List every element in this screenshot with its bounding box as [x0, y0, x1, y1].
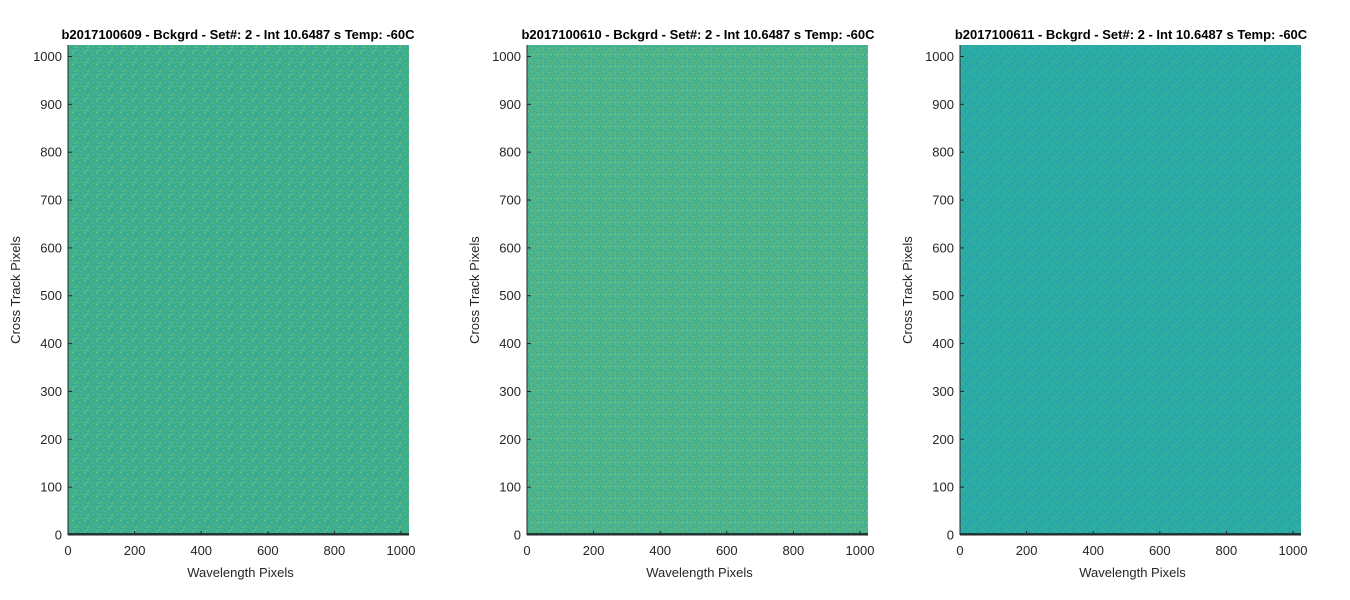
y-tick-label: 500 [40, 288, 62, 303]
y-tick-label: 700 [499, 193, 521, 208]
y-tick-label: 800 [932, 145, 954, 160]
x-tick-label: 200 [1016, 543, 1038, 558]
y-tick-label: 900 [499, 97, 521, 112]
x-tick-label: 200 [124, 543, 146, 558]
x-tick-label: 800 [783, 543, 805, 558]
y-tick-label: 200 [40, 432, 62, 447]
y-tick-label: 0 [947, 528, 954, 543]
y-tick-label: 600 [40, 240, 62, 255]
chart-title: b2017100610 - Bckgrd - Set#: 2 - Int 10.… [521, 27, 875, 42]
heatmap-image [960, 45, 1301, 535]
x-tick-label: 0 [64, 543, 71, 558]
x-axis-label: Wavelength Pixels [187, 565, 294, 580]
x-tick-label: 800 [324, 543, 346, 558]
heatmap-panel-1: 0 100 200 300 400 500 600 700 800 900 1000 0 200 400 6… [8, 27, 415, 580]
x-tick-label: 0 [956, 543, 963, 558]
y-tick-label: 1000 [33, 49, 62, 64]
y-tick-label: 400 [40, 336, 62, 351]
x-tick-label: 400 [649, 543, 671, 558]
y-tick-label: 700 [932, 193, 954, 208]
chart-title: b2017100609 - Bckgrd - Set#: 2 - Int 10.… [61, 27, 415, 42]
y-tick-label: 900 [932, 97, 954, 112]
y-tick-label: 500 [932, 288, 954, 303]
y-tick-label: 0 [514, 528, 521, 543]
y-tick-label: 0 [55, 528, 62, 543]
x-tick-label: 400 [190, 543, 212, 558]
x-tick-label: 1000 [387, 543, 416, 558]
x-tick-label: 0 [523, 543, 530, 558]
chart-title: b2017100611 - Bckgrd - Set#: 2 - Int 10.… [955, 27, 1308, 42]
y-tick-label: 1000 [925, 49, 954, 64]
y-tick-label: 400 [499, 336, 521, 351]
y-tick-label: 100 [499, 480, 521, 495]
y-tick-label: 200 [499, 432, 521, 447]
y-tick-label: 100 [932, 480, 954, 495]
x-tick-label: 600 [1149, 543, 1171, 558]
y-tick-label: 400 [932, 336, 954, 351]
x-tick-label: 400 [1082, 543, 1104, 558]
y-tick-label: 100 [40, 480, 62, 495]
heatmap-panel-2: 0 100 200 300 400 500 600 700 800 900 1000 0 200 400 6… [467, 27, 875, 580]
y-tick-label: 800 [499, 145, 521, 160]
x-axis-label: Wavelength Pixels [646, 565, 753, 580]
y-tick-label: 300 [932, 384, 954, 399]
x-tick-label: 800 [1216, 543, 1238, 558]
x-tick-label: 600 [716, 543, 738, 558]
y-tick-label: 800 [40, 145, 62, 160]
heatmap-image [527, 45, 868, 535]
y-tick-label: 900 [40, 97, 62, 112]
y-tick-label: 200 [932, 432, 954, 447]
x-tick-label: 200 [583, 543, 605, 558]
heatmap-bottom-row [527, 533, 868, 535]
y-axis-label: Cross Track Pixels [467, 236, 482, 344]
y-tick-label: 1000 [492, 49, 521, 64]
y-tick-label: 500 [499, 288, 521, 303]
heatmap-panel-3: 0 100 200 300 400 500 600 700 800 900 1000 0 200 400 6… [900, 27, 1308, 580]
y-tick-label: 300 [499, 384, 521, 399]
heatmap-bottom-row [68, 533, 409, 535]
y-tick-label: 600 [499, 240, 521, 255]
x-tick-label: 1000 [846, 543, 875, 558]
heatmap-image [68, 45, 409, 535]
y-tick-label: 300 [40, 384, 62, 399]
x-tick-label: 600 [257, 543, 279, 558]
heatmap-bottom-row [960, 533, 1301, 535]
x-axis-label: Wavelength Pixels [1079, 565, 1186, 580]
y-axis-label: Cross Track Pixels [900, 236, 915, 344]
y-axis-label: Cross Track Pixels [8, 236, 23, 344]
x-tick-label: 1000 [1279, 543, 1308, 558]
y-tick-label: 600 [932, 240, 954, 255]
y-tick-label: 700 [40, 193, 62, 208]
